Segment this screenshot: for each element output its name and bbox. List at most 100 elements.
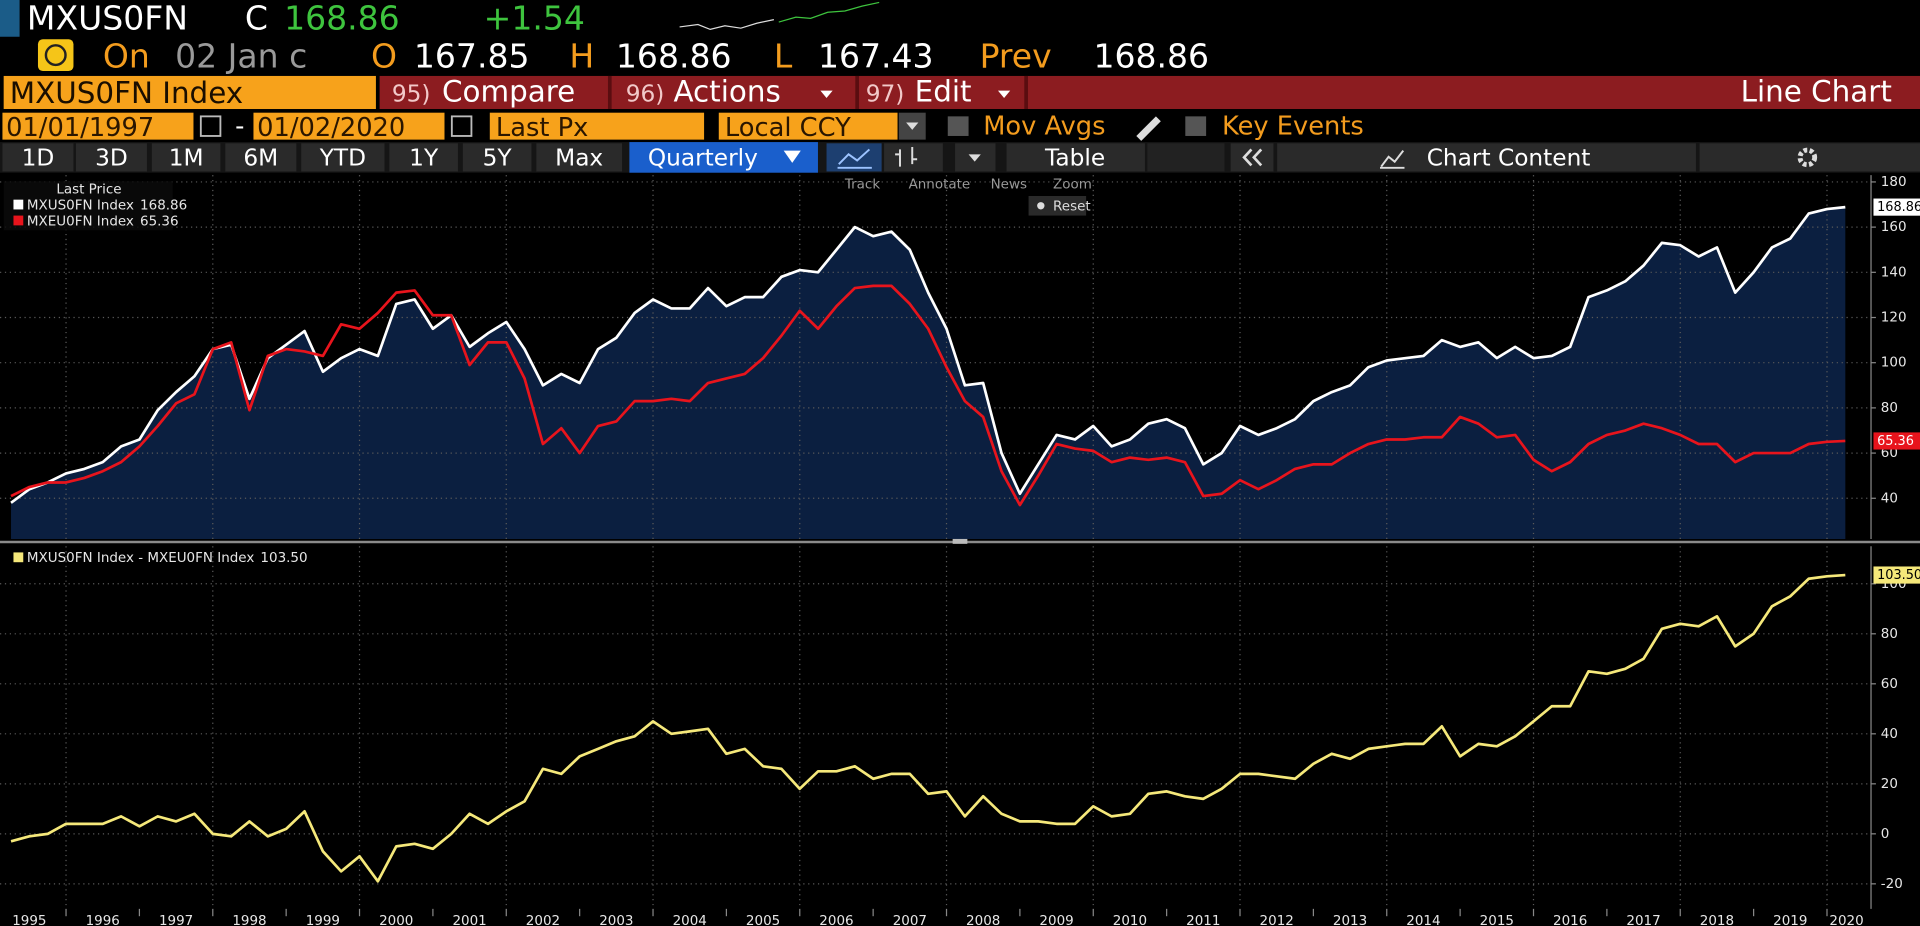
- calendar-icon[interactable]: [450, 115, 473, 137]
- x-tick-label: 2014: [1406, 913, 1440, 926]
- pane-handle: [952, 538, 968, 544]
- legend-entry: MXUS0FN Index - MXEU0FN Index 103.50: [27, 550, 308, 566]
- x-tick-label: 2000: [379, 913, 413, 926]
- x-tick-label: 2004: [673, 913, 707, 926]
- period-button[interactable]: [301, 143, 385, 172]
- frequency-button[interactable]: [629, 142, 818, 173]
- value-tag: [1873, 198, 1920, 216]
- y-tick-label: 160: [1881, 219, 1907, 235]
- low-label: L: [774, 36, 793, 75]
- bar-chart-button[interactable]: [884, 143, 943, 172]
- security: MXUS0FN Index: [10, 76, 243, 110]
- alert-icon[interactable]: [37, 39, 74, 72]
- legend-entry: MXEU0FN Index 65.36: [27, 213, 179, 229]
- currency-selector[interactable]: [718, 112, 898, 140]
- legend-swatch: [13, 552, 24, 563]
- reset-button[interactable]: [1028, 195, 1087, 216]
- close-label: C: [245, 0, 268, 37]
- period-button[interactable]: [75, 143, 147, 172]
- legend-value: 65.36: [140, 213, 179, 229]
- y-tick-label: 20: [1881, 776, 1898, 792]
- tool-annotate[interactable]: Annotate: [909, 177, 971, 193]
- x-tick-label: 2015: [1480, 913, 1514, 926]
- mov-avgs[interactable]: Mov Avgs: [983, 112, 1105, 142]
- x-tick-label: 2012: [1260, 913, 1294, 926]
- period-label[interactable]: YTD: [319, 144, 366, 171]
- x-tick-label: 2018: [1700, 913, 1734, 926]
- price: 168.86: [284, 0, 400, 37]
- menu-actions[interactable]: Actions: [673, 75, 780, 109]
- tool-news[interactable]: News: [991, 177, 1027, 193]
- x-tick-label: 2003: [599, 913, 633, 926]
- prev-label: Prev: [980, 36, 1052, 75]
- y-tick-label: 100: [1881, 355, 1907, 371]
- field-selector[interactable]: [489, 112, 705, 140]
- x-tick-label: 2006: [819, 913, 853, 926]
- period-label[interactable]: 5Y: [483, 144, 513, 171]
- calendar-icon[interactable]: [199, 115, 222, 137]
- period-button[interactable]: [389, 143, 458, 172]
- period-button[interactable]: [151, 143, 221, 172]
- period-button[interactable]: [225, 143, 297, 172]
- period-label[interactable]: 1M: [169, 144, 204, 171]
- start-date-field[interactable]: [2, 112, 194, 140]
- menu-number[interactable]: 97): [866, 81, 905, 108]
- settings-button[interactable]: [1699, 143, 1920, 172]
- value-tag: [1873, 432, 1920, 450]
- table-button[interactable]: [1006, 143, 1145, 172]
- pencil-icon[interactable]: [1136, 116, 1161, 141]
- chart-content-icon: [1380, 150, 1405, 169]
- legend-box: [3, 181, 173, 231]
- key-events[interactable]: Key Events: [1222, 112, 1364, 142]
- series-line: [10, 284, 1846, 507]
- y-tick-label: -20: [1881, 876, 1903, 892]
- period-label[interactable]: Max: [555, 144, 603, 171]
- period-button[interactable]: [536, 143, 623, 172]
- menu-number[interactable]: 96): [626, 81, 665, 108]
- high-label: H: [569, 36, 594, 75]
- prev: 168.86: [1093, 36, 1209, 75]
- menu-edit[interactable]: Edit: [915, 75, 972, 109]
- dropdown-arrow: [997, 90, 1011, 98]
- checkbox[interactable]: [947, 116, 969, 136]
- period-button[interactable]: [2, 143, 74, 172]
- period-label[interactable]: 3D: [95, 144, 128, 171]
- security-field[interactable]: [3, 75, 376, 110]
- period-label[interactable]: 1Y: [409, 144, 439, 171]
- x-tick-label: 2001: [452, 913, 486, 926]
- checkbox[interactable]: [1185, 116, 1207, 136]
- x-tick-label: 2005: [746, 913, 780, 926]
- period-buttons: 1D 3D 1M 6M YTD 1Y 5Y Max: [2, 143, 623, 172]
- y-tick-label: 60: [1881, 676, 1898, 692]
- menu-compare[interactable]: Compare: [442, 75, 575, 109]
- legend-title: Last Price: [56, 182, 121, 198]
- legend-value: 168.86: [140, 197, 187, 213]
- y-tick-label: 180: [1881, 174, 1907, 190]
- alert-icon-glyph: [44, 44, 67, 67]
- bar-chart-icon: [895, 146, 918, 167]
- chart-content-button[interactable]: [1277, 143, 1696, 172]
- period-label[interactable]: 1D: [22, 144, 55, 171]
- value-tag-label: 168.86: [1877, 200, 1920, 215]
- ticker: MXUS0FN: [27, 0, 188, 37]
- collapse-button[interactable]: [1230, 143, 1274, 172]
- x-tick-label: 1998: [232, 913, 266, 926]
- tool-zoom[interactable]: Zoom: [1053, 177, 1092, 193]
- tool-track[interactable]: Track: [844, 177, 880, 193]
- low: 167.43: [818, 36, 934, 75]
- chart-content: Chart Content: [1427, 144, 1591, 171]
- reset-icon: [1037, 202, 1045, 210]
- high: 168.86: [616, 36, 732, 75]
- menu-number[interactable]: 95): [392, 81, 431, 108]
- period-label[interactable]: 6M: [243, 144, 278, 171]
- period-button[interactable]: [462, 143, 532, 172]
- value-tag: [1873, 566, 1920, 584]
- end-date-field[interactable]: [253, 112, 445, 140]
- x-tick-label: 2017: [1626, 913, 1660, 926]
- date: 02 Jan c: [175, 36, 307, 75]
- end-date: 01/02/2020: [257, 113, 405, 143]
- value-tag-label: 65.36: [1877, 434, 1914, 449]
- change: +1.54: [484, 0, 585, 37]
